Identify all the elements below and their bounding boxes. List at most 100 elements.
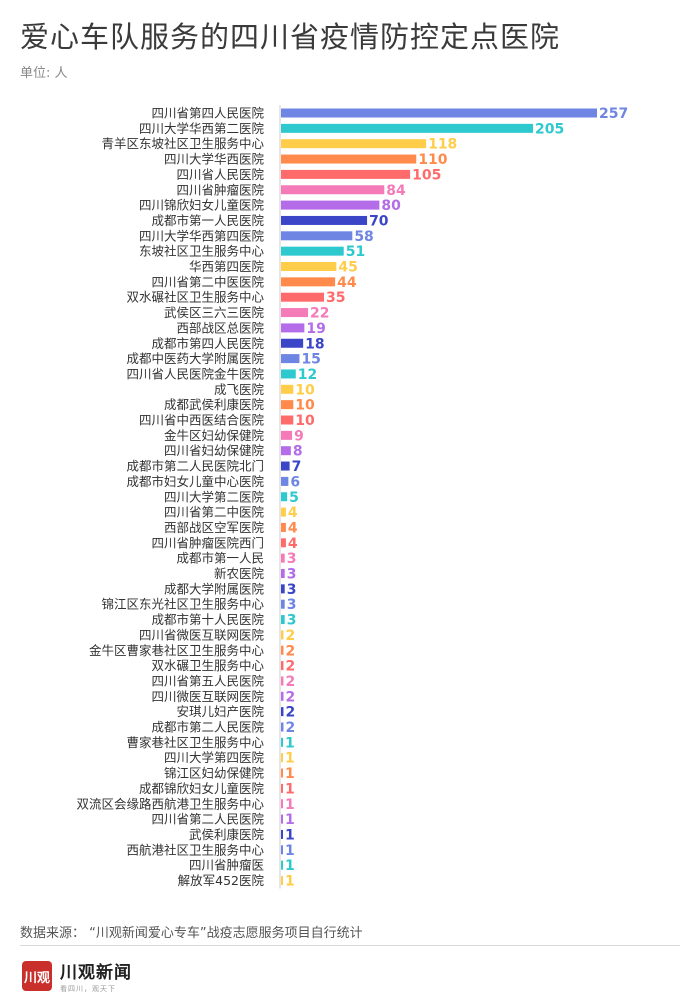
value-label: 2	[285, 628, 295, 644]
value-label: 10	[295, 413, 315, 429]
category-label: 成都市第二人民医院北门	[126, 459, 264, 474]
bar	[281, 384, 294, 394]
value-label: 3	[287, 597, 297, 613]
category-label: 四川省人民医院	[176, 167, 264, 182]
bar	[281, 123, 534, 133]
bar	[281, 200, 380, 210]
category-label: 金牛区妇幼保健院	[164, 428, 265, 443]
bar	[281, 308, 309, 318]
value-label: 6	[290, 474, 300, 490]
value-label: 4	[288, 520, 298, 536]
bar	[281, 676, 284, 686]
value-label: 1	[285, 812, 295, 828]
bar	[281, 507, 286, 517]
category-label: 四川大学华西第二医院	[139, 121, 265, 136]
value-label: 2	[285, 689, 295, 705]
category-label: 新农医院	[214, 566, 265, 581]
category-label: 四川大学华西第四医院	[139, 228, 265, 243]
value-label: 1	[285, 781, 295, 797]
bar	[281, 354, 300, 364]
value-label: 4	[288, 536, 298, 552]
category-label: 锦江区东光社区卫生服务中心	[101, 597, 264, 612]
value-label: 2	[285, 643, 295, 659]
category-label: 武侯利康医院	[189, 827, 265, 842]
category-label: 四川省肿瘤医院	[176, 182, 264, 197]
bar	[281, 661, 284, 671]
bar	[281, 277, 336, 287]
category-label: 西部战区空军医院	[164, 520, 265, 535]
value-label: 7	[292, 459, 302, 475]
bar	[281, 722, 284, 732]
value-label: 2	[285, 705, 295, 721]
category-label: 成飞医院	[214, 382, 265, 397]
category-label: 四川省肿瘤医院西门	[151, 535, 264, 550]
category-label: 金牛区曹家巷社区卫生服务中心	[89, 643, 265, 658]
value-label: 205	[535, 121, 564, 137]
bar	[281, 584, 285, 594]
value-label: 19	[306, 321, 325, 337]
bar	[281, 154, 417, 164]
category-label: 四川省第五人民医院	[151, 673, 264, 688]
value-label: 1	[285, 797, 295, 813]
bar	[281, 169, 411, 179]
value-label: 8	[293, 444, 303, 460]
category-label: 四川大学第四医院	[164, 750, 265, 765]
value-label: 58	[354, 229, 373, 245]
category-label: 四川省微医互联网医院	[139, 627, 265, 642]
bar	[281, 569, 285, 578]
bar	[281, 615, 285, 625]
value-label: 1	[285, 827, 295, 843]
category-label: 成都市第一人民	[176, 551, 264, 566]
bar	[281, 553, 285, 563]
bar	[281, 323, 305, 333]
unit-label: 单位: 人	[20, 66, 68, 81]
value-label: 3	[287, 567, 297, 583]
brand-logo-icon: 川观	[22, 961, 52, 991]
value-label: 70	[369, 213, 389, 229]
category-label: 东坡社区卫生服务中心	[139, 244, 265, 259]
category-label: 四川省第二人民医院	[151, 812, 264, 827]
value-label: 2	[285, 659, 295, 675]
value-label: 35	[326, 290, 345, 306]
category-label: 武侯区三六三医院	[164, 305, 265, 320]
category-label: 成都市第二人民医院	[151, 720, 264, 735]
category-label: 四川省人民医院金牛医院	[126, 366, 264, 381]
data-source: 数据来源： “川观新闻爱心专车”战疫志愿服务项目自行统计	[20, 926, 363, 941]
category-label: 西航港社区卫生服务中心	[126, 842, 264, 857]
category-label: 锦江区妇幼保健院	[164, 766, 265, 781]
value-label: 9	[294, 428, 304, 444]
value-label: 44	[337, 275, 357, 291]
value-label: 10	[295, 398, 315, 414]
value-label: 1	[285, 874, 295, 890]
value-label: 80	[381, 198, 401, 214]
category-label: 青羊区东坡社区卫生服务中心	[101, 136, 264, 151]
value-label: 1	[285, 735, 295, 751]
category-label: 四川省第四人民医院	[151, 106, 264, 121]
category-label: 成都市妇女儿童中心医院	[126, 474, 264, 489]
bar	[281, 231, 353, 241]
category-label: 四川大学华西医院	[164, 152, 265, 167]
bar	[281, 876, 283, 885]
bar	[281, 108, 597, 118]
category-label: 成都武侯利康医院	[164, 397, 265, 412]
category-label: 双流区会缘路西航港卫生服务中心	[76, 796, 264, 811]
bar	[281, 630, 284, 640]
brand: 川观 川观新闻 看四川，观天下	[22, 958, 132, 994]
category-label: 四川省第二中医院	[164, 505, 265, 520]
category-label: 四川省第二中医医院	[151, 274, 264, 289]
bar	[281, 538, 286, 548]
bar	[281, 292, 325, 302]
bar	[281, 461, 290, 471]
category-label: 四川微医互联网医院	[151, 689, 264, 704]
bar	[281, 522, 286, 532]
bar	[281, 446, 291, 456]
category-label: 西部战区总医院	[176, 320, 264, 335]
value-label: 110	[418, 152, 447, 168]
value-label: 105	[412, 167, 441, 183]
value-label: 45	[338, 260, 357, 276]
chart-title: 爱心车队服务的四川省疫情防控定点医院	[20, 20, 561, 54]
bar	[281, 860, 283, 870]
bar	[281, 599, 285, 609]
bar	[281, 737, 283, 747]
